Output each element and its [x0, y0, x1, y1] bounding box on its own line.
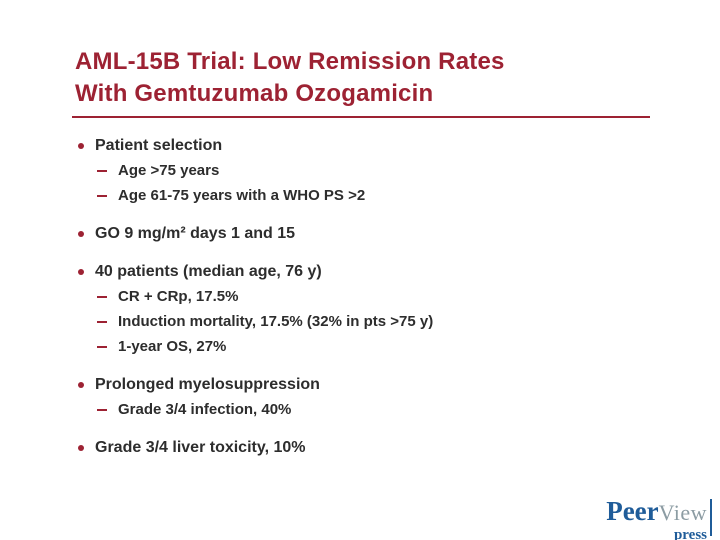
sub-bullet-text: Induction mortality, 17.5% (32% in pts >…: [118, 313, 434, 330]
bullet-group: 40 patients (median age, 76 y) CR + CRp,…: [78, 259, 690, 359]
bullet-item: Prolonged myelosuppression: [78, 372, 690, 397]
bullet-icon: [78, 268, 84, 275]
title-underline: [72, 116, 650, 118]
sub-bullet-text: Age 61-75 years with a WHO PS >2: [118, 187, 366, 204]
slide-title-line1: AML-15B Trial: Low Remission Rates: [75, 48, 505, 75]
logo-press-text: press: [673, 527, 707, 540]
bullet-text: Grade 3/4 liver toxicity, 10%: [95, 438, 306, 456]
bullet-icon: [78, 230, 84, 237]
sub-bullet-item: Age >75 years: [78, 158, 690, 183]
dash-icon: [97, 408, 107, 411]
bullet-item: Grade 3/4 liver toxicity, 10%: [78, 435, 690, 460]
bullet-group: Patient selection Age >75 years Age 61-7…: [78, 133, 690, 208]
bullet-icon: [78, 444, 84, 451]
sub-bullet-text: Grade 3/4 infection, 40%: [118, 401, 292, 418]
bullet-text: GO 9 mg/m² days 1 and 15: [95, 224, 296, 242]
logo-view-text: View: [658, 500, 707, 525]
bullet-item: GO 9 mg/m² days 1 and 15: [78, 221, 690, 246]
sub-bullet-item: CR + CRp, 17.5%: [78, 284, 690, 309]
dash-icon: [97, 345, 107, 348]
sub-bullet-text: CR + CRp, 17.5%: [118, 288, 239, 305]
dash-icon: [97, 169, 107, 172]
dash-icon: [97, 295, 107, 298]
sub-bullet-text: Age >75 years: [118, 162, 220, 179]
slide-title-line2: With Gemtuzumab Ozogamicin: [75, 80, 434, 107]
logo-text: PeerView press: [606, 496, 707, 540]
sub-bullet-text: 1-year OS, 27%: [118, 338, 227, 355]
bullet-text: Prolonged myelosuppression: [95, 375, 320, 393]
bullet-text: 40 patients (median age, 76 y): [95, 262, 322, 280]
logo-wordmark: PeerView: [606, 496, 707, 528]
bullet-group: Prolonged myelosuppression Grade 3/4 inf…: [78, 372, 690, 422]
dash-icon: [97, 194, 107, 197]
bullet-item: 40 patients (median age, 76 y): [78, 259, 690, 284]
bullet-group: GO 9 mg/m² days 1 and 15: [78, 221, 690, 246]
peerview-press-logo: PeerView press: [606, 496, 712, 540]
sub-bullet-item: 1-year OS, 27%: [78, 334, 690, 359]
sub-bullet-item: Grade 3/4 infection, 40%: [78, 397, 690, 422]
dash-icon: [97, 320, 107, 323]
bullet-icon: [78, 381, 84, 388]
bullet-text: Patient selection: [95, 136, 223, 154]
logo-peer-text: Peer: [606, 496, 659, 526]
slide-title: AML-15B Trial: Low Remission Rates With …: [75, 46, 665, 110]
logo-vertical-bar: [710, 499, 712, 536]
sub-bullet-item: Induction mortality, 17.5% (32% in pts >…: [78, 309, 690, 334]
bullet-item: Patient selection: [78, 133, 690, 158]
bullet-group: Grade 3/4 liver toxicity, 10%: [78, 435, 690, 460]
bullet-list: Patient selection Age >75 years Age 61-7…: [78, 133, 690, 473]
bullet-icon: [78, 142, 84, 149]
sub-bullet-item: Age 61-75 years with a WHO PS >2: [78, 183, 690, 208]
